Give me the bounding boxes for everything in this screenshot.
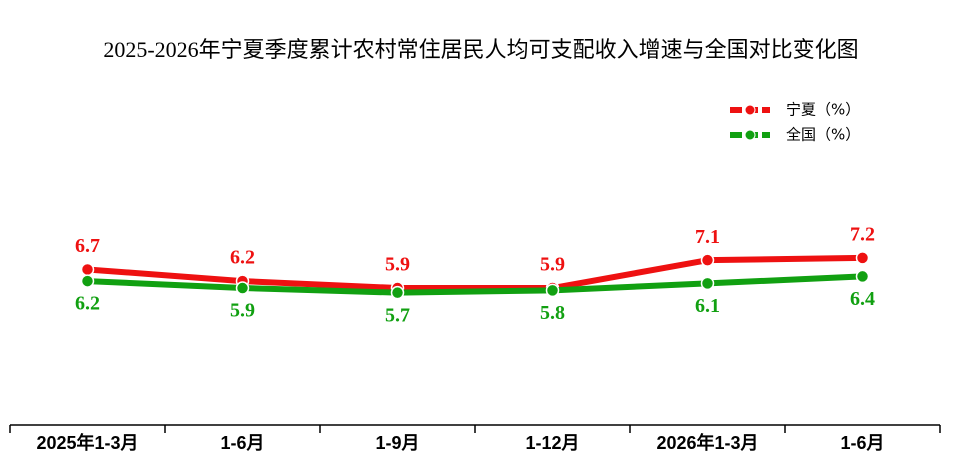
- data-label: 6.7: [75, 235, 100, 257]
- chart-title: 2025-2026年宁夏季度累计农村常住居民人均可支配收入增速与全国对比变化图: [103, 37, 858, 62]
- data-label: 6.4: [850, 288, 875, 310]
- data-point: [855, 251, 870, 265]
- data-point: [235, 281, 250, 295]
- data-point: [855, 269, 870, 284]
- data-point: [700, 276, 715, 291]
- data-label: 6.2: [75, 293, 100, 315]
- x-tick-label: 2025年1-3月: [36, 432, 138, 453]
- legend-marker: [744, 104, 756, 116]
- data-label: 5.9: [385, 254, 410, 276]
- x-tick-label: 2026年1-3月: [656, 432, 758, 453]
- data-point: [545, 283, 560, 298]
- x-tick-label: 1-6月: [220, 433, 264, 453]
- legend-label: 全国（%）: [786, 126, 860, 144]
- data-label: 5.9: [230, 300, 255, 322]
- data-label: 7.1: [695, 226, 720, 248]
- x-tick-label: 1-9月: [375, 433, 419, 453]
- data-point: [700, 253, 715, 267]
- legend-marker: [744, 129, 756, 141]
- data-label: 7.2: [850, 223, 875, 245]
- data-point: [80, 262, 95, 277]
- x-tick-label: 1-6月: [840, 433, 884, 453]
- series-line: [87, 254, 863, 292]
- data-label: 5.7: [385, 304, 410, 326]
- data-label: 5.8: [540, 302, 565, 324]
- series-line: [87, 273, 863, 296]
- data-label: 5.9: [540, 254, 565, 276]
- x-tick-label: 1-12月: [525, 433, 579, 453]
- data-point: [80, 274, 95, 288]
- legend-label: 宁夏（%）: [786, 101, 860, 119]
- data-label: 6.1: [695, 295, 720, 317]
- data-point: [390, 285, 405, 300]
- data-label: 6.2: [230, 247, 255, 269]
